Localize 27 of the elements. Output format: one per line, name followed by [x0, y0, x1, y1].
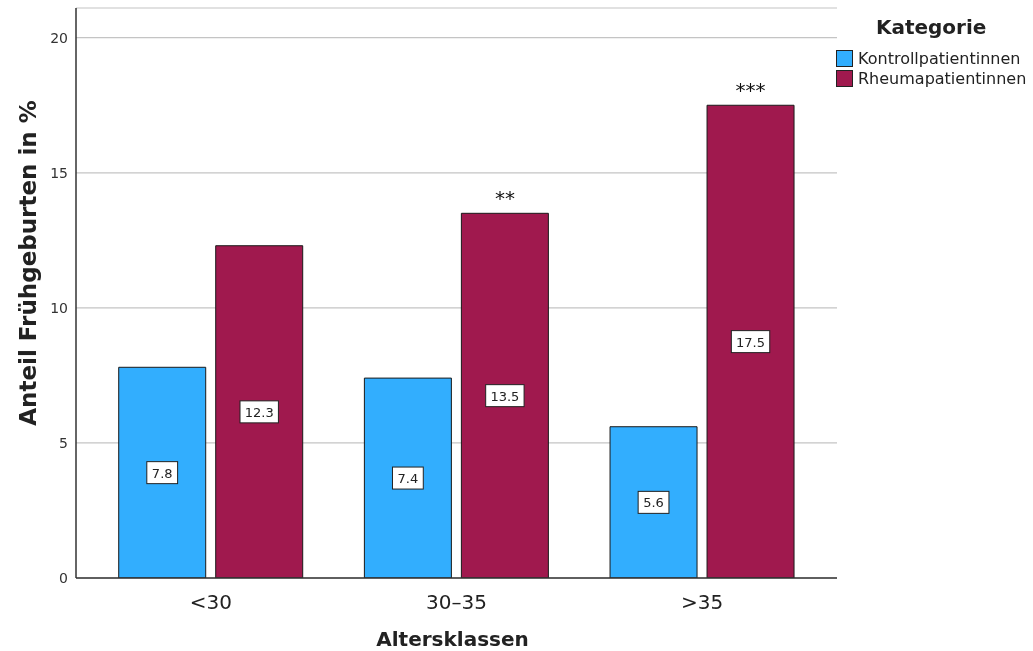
annotation: **	[494, 186, 515, 211]
bar	[363, 377, 452, 578]
bar	[118, 366, 207, 578]
y-tick-label: 15	[50, 164, 68, 181]
data-label: 7.8	[151, 465, 173, 481]
data-label: 5.6	[643, 495, 664, 511]
x-tick-label: 30–35	[426, 590, 487, 614]
data-label: 17.5	[736, 334, 766, 350]
y-tick-label: 20	[50, 29, 68, 46]
bar	[215, 245, 304, 578]
x-axis-title: Altersklassen	[376, 627, 529, 651]
bar	[706, 104, 795, 578]
legend-label: Rheumapatientinnen	[858, 68, 1027, 88]
y-tick-label: 5	[59, 434, 68, 451]
x-tick-label: <30	[189, 590, 232, 614]
data-label: 12.3	[244, 404, 274, 420]
y-axis-title: Anteil Frühgeburten in %	[15, 100, 41, 426]
y-tick-label: 10	[50, 299, 68, 316]
legend-title: Kategorie	[874, 14, 988, 40]
annotation: ***	[735, 78, 766, 103]
y-tick-label: 0	[59, 570, 68, 586]
bar	[460, 212, 549, 578]
legend-label: Kontrollpatientinnen	[858, 48, 1021, 68]
data-label: 7.4	[397, 471, 419, 487]
bar	[609, 426, 698, 578]
data-label: 13.5	[490, 388, 520, 404]
x-tick-label: >35	[681, 590, 724, 614]
